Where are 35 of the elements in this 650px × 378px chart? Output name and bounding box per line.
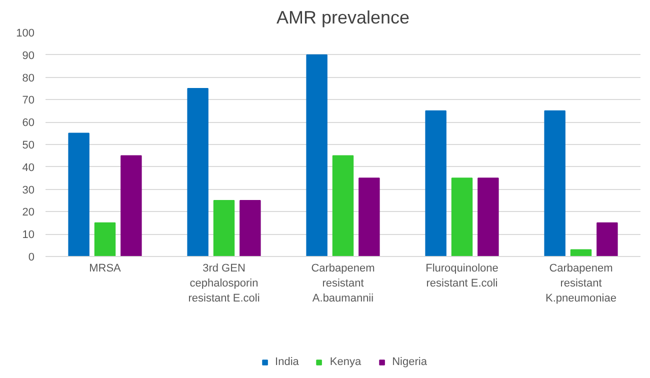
x-tick-label: Fluroquinolone resistant E.coli bbox=[426, 262, 498, 290]
x-tick-label: Carbapenem resistant K.pneumoniae bbox=[546, 262, 616, 304]
y-tick-label: 100 bbox=[16, 28, 35, 40]
bar bbox=[478, 178, 499, 256]
y-tick-label: 70 bbox=[22, 94, 35, 107]
y-tick-label: 20 bbox=[22, 206, 35, 219]
bar bbox=[425, 110, 446, 256]
x-tick-label: Carbapenem resistant A.baumannii bbox=[311, 262, 375, 304]
x-tick-label: MRSA bbox=[89, 262, 122, 274]
legend-label: Kenya bbox=[330, 356, 362, 368]
x-tick-label: 3rd GEN cephalosporin resistant E.coli bbox=[188, 262, 260, 304]
bar bbox=[68, 132, 90, 256]
y-tick-label: 80 bbox=[22, 72, 35, 84]
y-tick-label: 30 bbox=[22, 184, 35, 196]
bar bbox=[570, 249, 592, 256]
bar bbox=[240, 200, 261, 256]
legend-label: India bbox=[275, 356, 299, 368]
y-tick-label: 60 bbox=[22, 117, 35, 130]
y-tick-label: 50 bbox=[22, 140, 35, 152]
bar bbox=[120, 155, 142, 256]
chart-title: AMR prevalence bbox=[276, 8, 410, 28]
bar bbox=[187, 88, 208, 256]
bar bbox=[544, 110, 566, 256]
bar bbox=[213, 200, 235, 256]
y-tick-label: 10 bbox=[22, 229, 35, 242]
bar bbox=[306, 54, 328, 256]
bar bbox=[358, 178, 380, 256]
bar bbox=[332, 155, 354, 256]
bar bbox=[596, 222, 618, 256]
y-tick-label: 40 bbox=[22, 162, 35, 174]
legend-label: Nigeria bbox=[392, 356, 427, 368]
bar bbox=[94, 222, 116, 256]
y-tick-label: 90 bbox=[22, 50, 35, 62]
y-tick-label: 0 bbox=[28, 252, 35, 264]
bar bbox=[451, 178, 473, 256]
